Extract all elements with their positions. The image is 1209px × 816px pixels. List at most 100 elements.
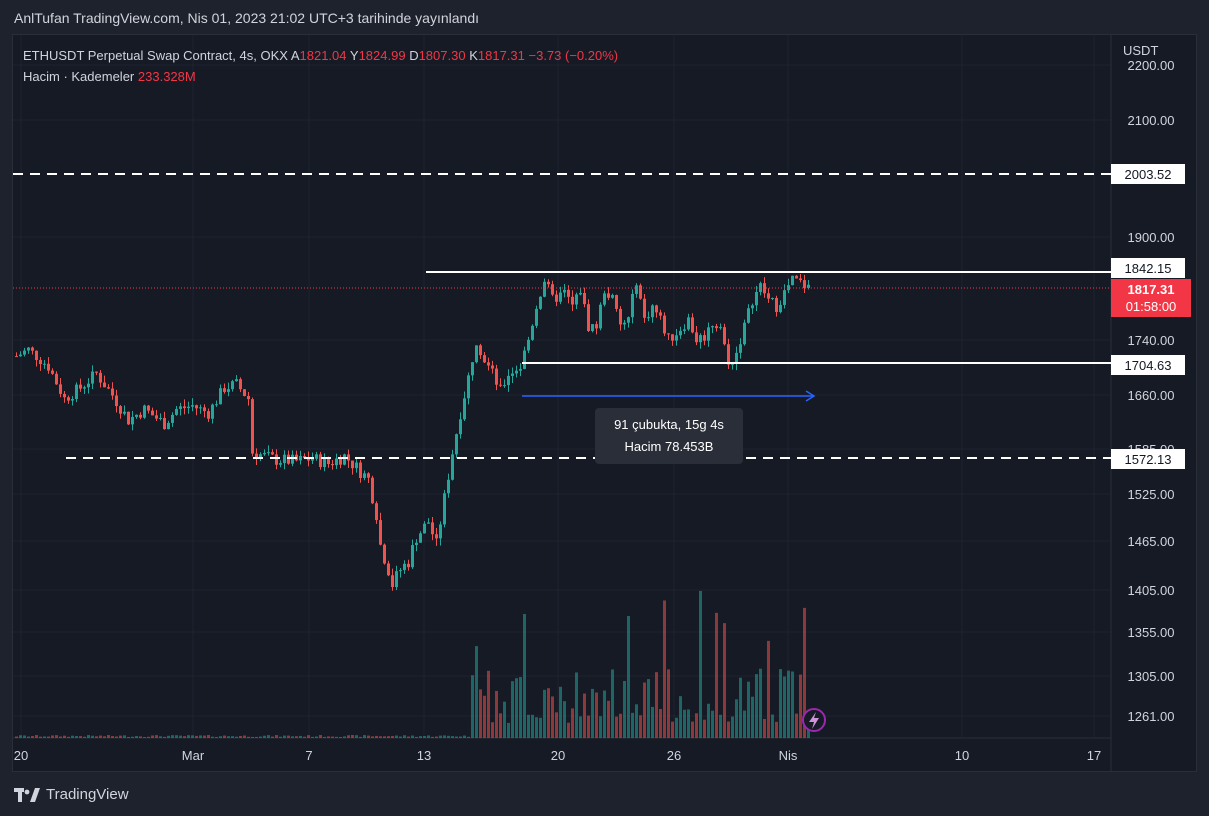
volume-bar: [547, 688, 550, 738]
volume-bar: [207, 735, 210, 738]
volume-bar: [715, 612, 718, 738]
candle-body: [499, 384, 502, 386]
volume-bar: [83, 736, 86, 738]
candle-body: [219, 388, 222, 405]
candle-body: [107, 387, 110, 389]
volume-bar: [687, 709, 690, 738]
candle-body: [391, 575, 394, 588]
volume-bar: [115, 736, 118, 738]
candle-body: [299, 456, 302, 461]
volume-bar: [387, 736, 390, 738]
candle-body: [735, 352, 738, 364]
candle-body: [203, 407, 206, 412]
candle-body: [559, 292, 562, 302]
volume-bar: [411, 735, 414, 738]
volume-bar: [331, 736, 334, 738]
candle-body: [351, 460, 354, 469]
candle-body: [495, 368, 498, 385]
volume-bar: [747, 681, 750, 738]
candle-body: [711, 326, 714, 328]
volume-bar: [199, 735, 202, 738]
candle-body: [795, 275, 798, 279]
candle-body: [555, 294, 558, 302]
candle-body: [463, 398, 466, 420]
candle-body: [311, 458, 314, 461]
candle-body: [123, 411, 126, 414]
candle-body: [143, 405, 146, 418]
candle-body: [547, 281, 550, 285]
chart-frame[interactable]: 2200.002100.001900.001740.001660.001585.…: [12, 34, 1197, 772]
legend-high: 1824.99: [358, 48, 406, 63]
volume-bar: [467, 736, 470, 738]
candle-body: [743, 322, 746, 345]
footer-logo[interactable]: TradingView: [14, 786, 129, 803]
volume-bar: [431, 736, 434, 738]
candle-body: [803, 280, 806, 289]
price-tick-label: 1740.00: [1128, 333, 1175, 348]
volume-bar: [799, 674, 802, 738]
chart-svg[interactable]: 2200.002100.001900.001740.001660.001585.…: [13, 35, 1197, 772]
volume-bar: [299, 735, 302, 738]
candle-body: [43, 363, 46, 365]
volume-bar: [107, 735, 110, 738]
candle-body: [775, 297, 778, 313]
candle-body: [799, 278, 802, 281]
volume-bars: [15, 590, 810, 738]
candle-body: [407, 563, 410, 568]
candle-body: [183, 406, 186, 409]
volume-bar: [259, 736, 262, 738]
candle-body: [231, 381, 234, 390]
time-tick-label: 20: [551, 748, 565, 763]
legend-change: −3.73 (−0.20%): [528, 48, 619, 63]
volume-bar: [311, 736, 314, 738]
candle-body: [331, 464, 334, 466]
volume-bar: [355, 735, 358, 738]
price-tick-label: 1305.00: [1128, 669, 1175, 684]
volume-bar: [215, 736, 218, 738]
volume-bar: [703, 719, 706, 738]
candle-body: [431, 522, 434, 535]
volume-bar: [395, 735, 398, 738]
candle-body: [595, 324, 598, 329]
lightning-icon[interactable]: [802, 708, 826, 732]
volume-bar: [59, 736, 62, 738]
volume-bar: [31, 736, 34, 738]
candle-body: [787, 285, 790, 291]
volume-bar: [459, 736, 462, 738]
volume-bar: [359, 736, 362, 738]
chart-legend: ETHUSDT Perpetual Swap Contract, 4s, OKX…: [23, 45, 618, 87]
volume-bar: [695, 713, 698, 738]
volume-bar: [427, 735, 430, 738]
volume-bar: [491, 722, 494, 738]
candle-body: [515, 370, 518, 374]
candle-body: [479, 345, 482, 356]
volume-bar: [795, 713, 798, 738]
volume-bar: [527, 714, 530, 738]
candles: [15, 274, 810, 591]
candle-body: [71, 399, 74, 401]
candle-body: [323, 457, 326, 468]
candle-body: [627, 317, 630, 323]
candle-body: [395, 571, 398, 588]
candle-body: [135, 414, 138, 417]
volume-bar: [27, 736, 30, 738]
volume-bar: [335, 736, 338, 738]
candle-body: [79, 384, 82, 389]
volume-bar: [711, 710, 714, 738]
candle-body: [239, 379, 242, 390]
volume-bar: [403, 735, 406, 738]
volume-bar: [651, 706, 654, 738]
candle-body: [63, 393, 66, 398]
candle-body: [439, 524, 442, 539]
volume-bar: [667, 669, 670, 738]
candle-body: [91, 371, 94, 384]
candle-body: [411, 545, 414, 568]
time-axis: 20 Mar 7 13 20 26 Nis 10 17: [14, 748, 1101, 763]
volume-bar: [475, 646, 478, 738]
volume-bar: [95, 736, 98, 738]
candle-body: [447, 479, 450, 494]
volume-bar: [19, 735, 22, 738]
candle-body: [527, 339, 530, 351]
candle-body: [211, 404, 214, 419]
volume-bar: [683, 709, 686, 738]
